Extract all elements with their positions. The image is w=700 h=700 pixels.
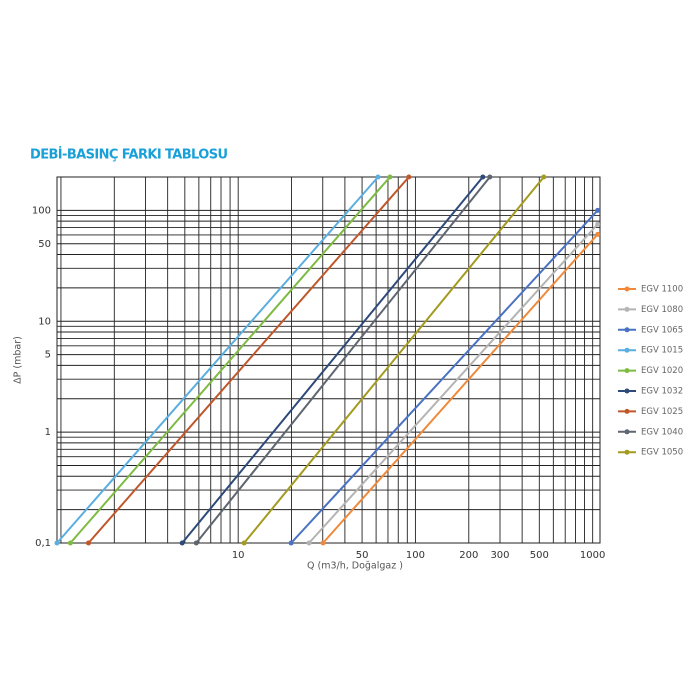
- series-point: [85, 540, 91, 546]
- series-line: [87, 176, 410, 544]
- legend-marker: [624, 429, 630, 435]
- x-tick-label: 500: [530, 550, 549, 561]
- series-point: [595, 231, 601, 237]
- y-tick-label: 10: [38, 316, 51, 327]
- series-point: [320, 540, 326, 546]
- series-line: [308, 223, 599, 544]
- series-line: [181, 176, 484, 544]
- series-point: [375, 174, 381, 180]
- x-tick-label: 200: [459, 550, 478, 561]
- series-point: [595, 221, 601, 227]
- series-point: [595, 207, 601, 213]
- legend-marker: [624, 347, 630, 353]
- y-tick-label: 0,1: [35, 538, 51, 549]
- x-tick-label: 100: [406, 550, 425, 561]
- legend-label: EGV 1032: [641, 387, 683, 397]
- legend-label: EGV 1040: [641, 427, 683, 437]
- series-point: [67, 540, 73, 546]
- legend-label: EGV 1020: [641, 366, 683, 376]
- legend-label: EGV 1015: [641, 346, 683, 356]
- chart-title: DEBİ-BASINÇ FARKI TABLOSU: [30, 147, 227, 163]
- series-point: [541, 174, 547, 180]
- legend-marker: [624, 327, 630, 333]
- legend-marker: [624, 368, 630, 374]
- series-point: [241, 540, 247, 546]
- series-point: [480, 174, 486, 180]
- legend-marker: [624, 286, 630, 292]
- series-point: [387, 174, 393, 180]
- plot-frame: [56, 176, 601, 544]
- legend-label: EGV 1025: [641, 407, 683, 417]
- series-line: [322, 233, 599, 544]
- series-point: [487, 174, 493, 180]
- y-tick-label: 100: [32, 205, 51, 216]
- legend-label: EGV 1065: [641, 325, 683, 335]
- legend-marker: [624, 388, 630, 394]
- x-tick-label: 1000: [580, 550, 605, 561]
- y-tick-label: 5: [45, 350, 51, 361]
- series-line: [56, 176, 379, 544]
- series-line: [195, 176, 491, 544]
- series-line: [243, 176, 545, 544]
- legend-label: EGV 1100: [641, 285, 683, 295]
- x-tick-label: 300: [490, 550, 509, 561]
- series-line: [290, 209, 599, 544]
- x-tick-label: 10: [232, 550, 245, 561]
- series-line: [69, 176, 391, 544]
- y-tick-label: 1: [45, 427, 51, 438]
- y-axis-label: ΔP (mbar): [13, 336, 24, 384]
- series-point: [179, 540, 185, 546]
- series-point: [193, 540, 199, 546]
- legend-label: EGV 1080: [641, 305, 683, 315]
- series-point: [54, 540, 60, 546]
- series-point: [288, 540, 294, 546]
- legend-marker: [624, 306, 630, 312]
- legend-marker: [624, 449, 630, 455]
- x-axis-label: Q (m3/h, Doğalgaz ): [307, 561, 403, 572]
- x-tick-label: 50: [356, 550, 369, 561]
- y-tick-label: 50: [38, 239, 51, 250]
- legend-marker: [624, 408, 630, 414]
- legend-label: EGV 1050: [641, 448, 683, 458]
- series-point: [306, 540, 312, 546]
- series-point: [406, 174, 412, 180]
